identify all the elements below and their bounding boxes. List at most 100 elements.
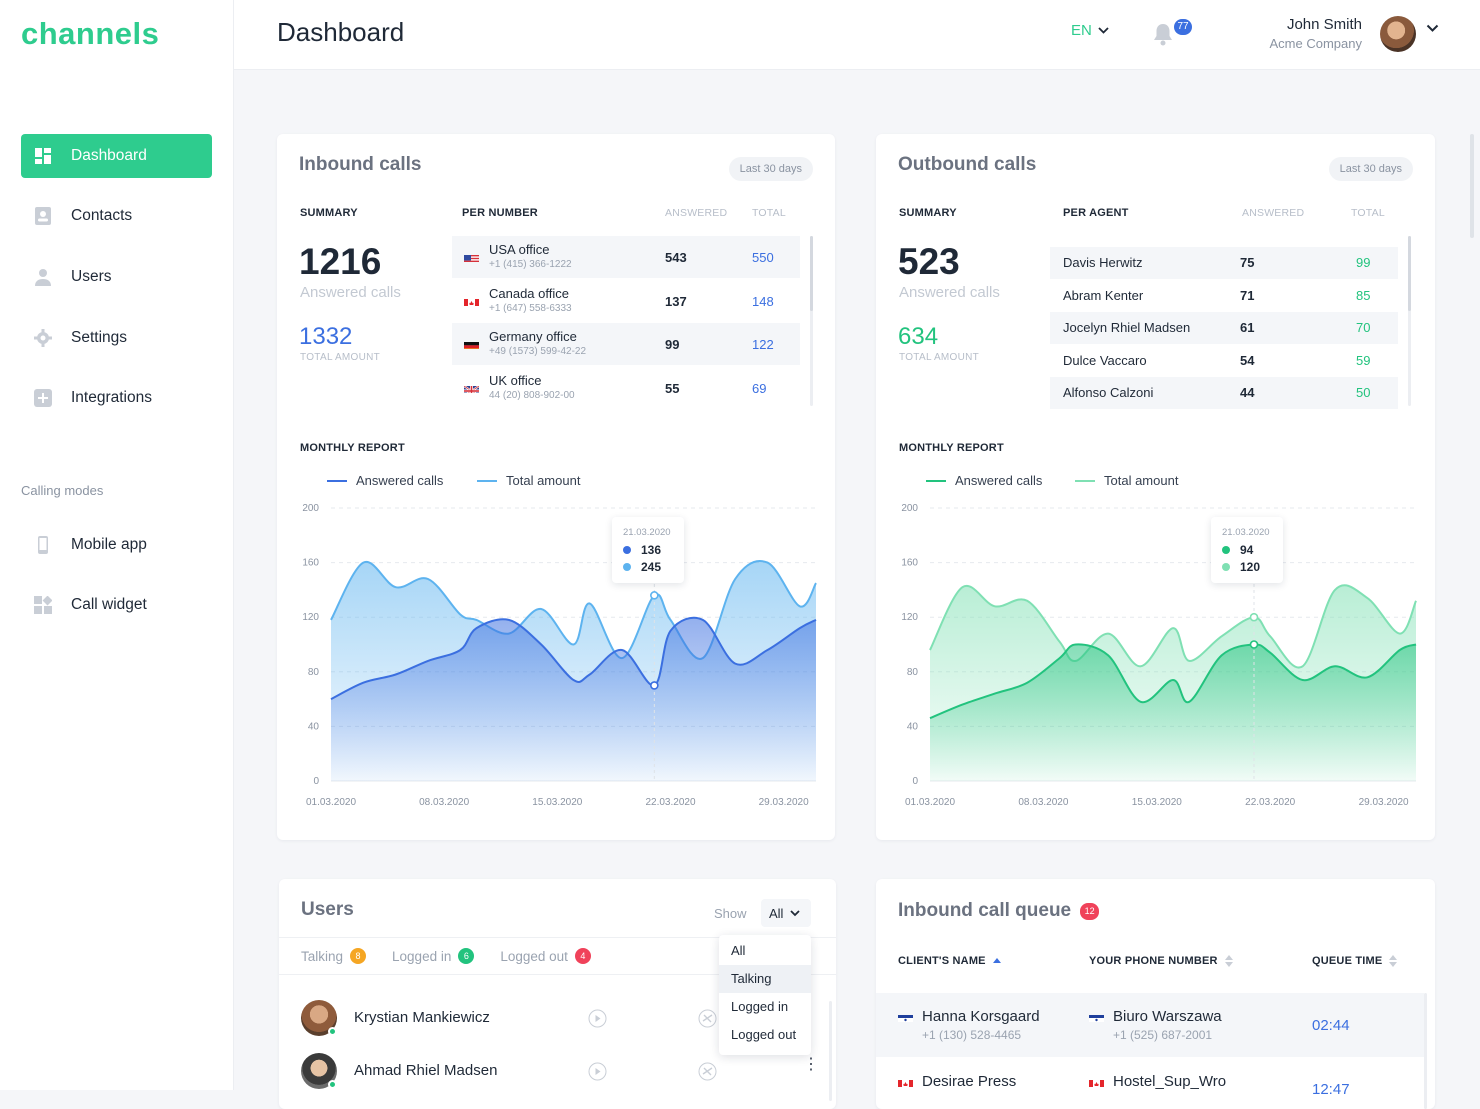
y-tick-label: 0: [313, 776, 319, 787]
legend-total: Total amount: [477, 473, 580, 488]
sort-icon: [1389, 955, 1397, 967]
language-selector[interactable]: EN: [1071, 22, 1109, 39]
play-icon[interactable]: [588, 1062, 607, 1081]
sidebar-item-label: Settings: [71, 329, 127, 347]
column-client-name[interactable]: CLIENT'S NAME: [898, 955, 1001, 967]
per-number-label: PER NUMBER: [462, 207, 538, 219]
total-value: 99: [1356, 255, 1370, 270]
chart-tooltip: 21.03.2020 94 120: [1211, 517, 1283, 583]
total-value: 69: [752, 381, 766, 396]
answered-value: 55: [665, 381, 679, 396]
dropdown-option-talking[interactable]: Talking: [719, 965, 811, 993]
sidebar-item-integrations[interactable]: Integrations: [21, 376, 212, 420]
scrollbar-thumb[interactable]: [1408, 236, 1411, 311]
table-row[interactable]: Germany office +49 (1573) 599-42-22 99 122: [452, 323, 800, 365]
total-column: TOTAL: [752, 207, 786, 219]
user-name[interactable]: Krystian Mankiewicz: [354, 1009, 490, 1026]
client-name: Hanna Korsgaard: [922, 1008, 1040, 1025]
range-selector[interactable]: Last 30 days: [729, 157, 813, 181]
total-value: 59: [1356, 353, 1370, 368]
total-value: 85: [1356, 288, 1370, 303]
sort-up-icon: [993, 958, 1001, 964]
show-filter-value: All: [769, 906, 783, 921]
call-end-icon[interactable]: [698, 1062, 717, 1081]
y-tick-label: 0: [912, 776, 918, 787]
office-phone: +49 (1573) 599-42-22: [489, 346, 586, 357]
page-scrollbar[interactable]: [1470, 134, 1474, 238]
sidebar-item-settings[interactable]: Settings: [21, 316, 212, 360]
dropdown-option-all[interactable]: All: [719, 937, 811, 965]
gear-icon: [34, 329, 52, 347]
office-name: Germany office: [489, 329, 577, 344]
sidebar-item-call-widget[interactable]: Call widget: [21, 583, 212, 627]
client-phone: +1 (130) 528-4465: [922, 1028, 1021, 1042]
sidebar-item-contacts[interactable]: Contacts: [21, 194, 212, 238]
flag-icon: [464, 339, 479, 349]
total-value: 550: [752, 250, 774, 265]
online-status-dot: [328, 1080, 337, 1089]
answered-value: 71: [1240, 288, 1254, 303]
more-options-icon[interactable]: ⋮: [803, 1062, 819, 1068]
sidebar-item-dashboard[interactable]: Dashboard: [21, 134, 212, 178]
total-value: 122: [752, 337, 774, 352]
per-agent-label: PER AGENT: [1063, 207, 1129, 219]
play-icon[interactable]: [588, 1009, 607, 1028]
show-label: Show: [714, 906, 747, 921]
dropdown-option-logged-out[interactable]: Logged out: [719, 1021, 811, 1049]
scrollbar-thumb[interactable]: [810, 236, 813, 311]
legend-answered: Answered calls: [926, 473, 1042, 488]
table-row[interactable]: Hanna Korsgaard +1 (130) 528-4465 Biuro …: [876, 993, 1424, 1057]
sidebar-item-mobile-app[interactable]: Mobile app: [21, 523, 212, 567]
chevron-down-icon[interactable]: [1426, 24, 1439, 33]
table-row[interactable]: Desirae Press Hostel_Sup_Wro 12:47: [876, 1057, 1424, 1109]
y-tick-label: 200: [302, 503, 319, 514]
dropdown-option-logged-in[interactable]: Logged in: [719, 993, 811, 1021]
show-filter-select[interactable]: All: [761, 899, 811, 927]
card-title: Inbound call queue: [898, 900, 1071, 922]
call-end-icon[interactable]: [698, 1009, 717, 1028]
flag-icon: [898, 1077, 913, 1087]
user-name[interactable]: John Smith: [1264, 16, 1362, 33]
app-logo[interactable]: channels: [21, 16, 159, 52]
answered-value: 99: [665, 337, 679, 352]
answered-value: 61: [1240, 320, 1254, 335]
legend-swatch: [477, 480, 497, 482]
contacts-icon: [34, 207, 52, 225]
column-phone-number[interactable]: YOUR PHONE NUMBER: [1089, 955, 1233, 967]
range-selector[interactable]: Last 30 days: [1329, 157, 1413, 181]
total-amount-value: 1332: [299, 323, 352, 351]
user-name[interactable]: Ahmad Rhiel Madsen: [354, 1062, 497, 1079]
legend-swatch: [1075, 480, 1095, 482]
queue-count-badge: 12: [1080, 903, 1099, 920]
user-icon: [34, 268, 52, 286]
sort-icon: [1225, 955, 1233, 967]
scrollbar[interactable]: [829, 1001, 832, 1101]
client-name: Desirae Press: [922, 1073, 1016, 1090]
tooltip-date: 21.03.2020: [1222, 527, 1270, 538]
avatar[interactable]: [1380, 16, 1416, 52]
office-phone: +1 (415) 366-1222: [489, 259, 572, 270]
tooltip-answered: 94: [1222, 543, 1253, 557]
bell-icon[interactable]: [1152, 22, 1174, 46]
answered-calls-value: 523: [898, 241, 960, 283]
sidebar-item-users[interactable]: Users: [21, 255, 212, 299]
column-queue-time[interactable]: QUEUE TIME: [1312, 955, 1397, 967]
scrollbar[interactable]: [1424, 993, 1427, 1109]
sidebar-item-label: Contacts: [71, 207, 132, 225]
plus-box-icon: [34, 389, 52, 407]
answered-value: 137: [665, 294, 687, 309]
flag-icon: [464, 252, 479, 262]
